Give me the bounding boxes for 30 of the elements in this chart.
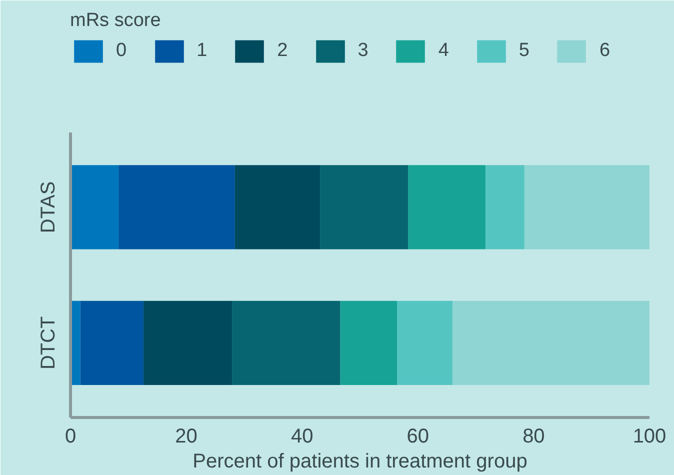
x-tick-label: 100 — [632, 426, 666, 448]
x-tick-label: 60 — [406, 426, 430, 448]
legend-label: 4 — [438, 40, 449, 62]
bar — [232, 300, 340, 385]
x-tick-label: 80 — [522, 426, 545, 448]
legend-title: mRs score — [70, 10, 162, 32]
bar — [118, 165, 235, 250]
legend-label: 5 — [518, 40, 530, 62]
legend-label: 2 — [277, 40, 288, 62]
x-axis-title: Percent of patients in treatment group — [192, 450, 528, 472]
legend-label: 6 — [599, 40, 610, 62]
y-tick-label: DTCT — [38, 316, 60, 370]
bar — [486, 165, 524, 250]
bar — [143, 300, 232, 385]
bar — [234, 165, 320, 250]
bar — [408, 165, 486, 250]
bar — [340, 300, 398, 385]
x-tick-label: 40 — [290, 426, 314, 448]
y-tick-label: DTAS — [38, 181, 60, 234]
bar — [70, 165, 119, 250]
x-tick-label: 0 — [64, 426, 76, 448]
bar — [80, 300, 144, 385]
legend-label: 3 — [358, 40, 368, 62]
legend-label: 0 — [116, 40, 127, 62]
bar — [320, 165, 408, 250]
x-tick-label: 20 — [175, 426, 198, 448]
bar — [452, 300, 650, 385]
bar — [524, 165, 650, 250]
bar — [397, 300, 453, 385]
legend-label: 1 — [196, 40, 208, 62]
